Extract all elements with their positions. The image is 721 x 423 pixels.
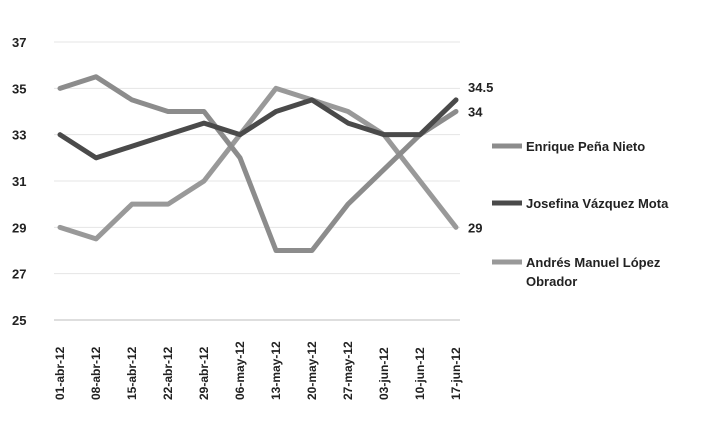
x-tick-label: 01-abr-12 <box>53 346 67 400</box>
x-tick-label: 22-abr-12 <box>161 346 175 400</box>
y-tick-label: 29 <box>12 220 26 235</box>
x-tick-label: 15-abr-12 <box>125 346 139 400</box>
x-tick-label: 17-jun-12 <box>449 347 463 400</box>
series-line-1 <box>57 97 459 161</box>
y-tick-label: 31 <box>12 174 26 189</box>
x-tick-label: 29-abr-12 <box>197 346 211 400</box>
end-data-label: 29 <box>468 220 482 235</box>
x-tick-label: 08-abr-12 <box>89 346 103 400</box>
y-tick-label: 37 <box>12 35 26 50</box>
x-tick-label: 27-may-12 <box>341 341 355 400</box>
y-tick-label: 27 <box>12 267 26 282</box>
legend-label: Enrique Peña Nieto <box>526 139 645 154</box>
x-tick-label: 06-may-12 <box>233 341 247 400</box>
x-tick-label: 13-may-12 <box>269 341 283 400</box>
y-tick-label: 25 <box>12 313 26 328</box>
x-tick-label: 20-may-12 <box>305 341 319 400</box>
legend-label: Andrés Manuel López <box>526 255 661 270</box>
end-data-label: 34.5 <box>468 80 493 95</box>
legend-label: Obrador <box>526 274 577 289</box>
series-line-2 <box>57 85 459 242</box>
end-data-label: 34 <box>468 105 483 120</box>
x-tick-label: 03-jun-12 <box>377 347 391 400</box>
y-tick-label: 35 <box>12 81 26 96</box>
x-tick-label: 10-jun-12 <box>413 347 427 400</box>
series-line-0 <box>57 74 459 253</box>
y-tick-label: 33 <box>12 128 26 143</box>
legend-label: Josefina Vázquez Mota <box>526 196 669 211</box>
